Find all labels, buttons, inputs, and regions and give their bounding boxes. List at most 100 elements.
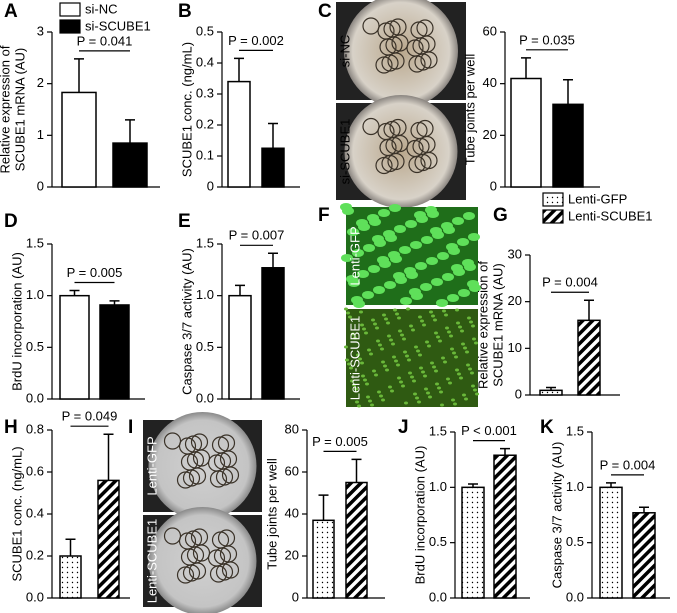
cell (420, 319, 424, 323)
y-tick-label: 20 (508, 293, 522, 308)
cell (366, 395, 370, 399)
cell (423, 374, 427, 378)
cell (457, 372, 461, 376)
cell (382, 313, 386, 317)
cell (395, 312, 399, 316)
bar (61, 91, 97, 188)
cell (461, 342, 465, 346)
y-tick-label: 0 (490, 178, 497, 193)
cell (453, 268, 465, 276)
cell (464, 263, 476, 271)
cell (441, 356, 445, 360)
cell (353, 300, 365, 308)
cell (438, 339, 442, 343)
cell (372, 369, 376, 373)
y-tick-label: 0 (292, 589, 299, 604)
p-value: P = 0.035 (519, 32, 575, 47)
cell (421, 370, 425, 374)
bar (461, 486, 485, 599)
y-tick-label: 0.0 (429, 589, 447, 604)
cell (364, 331, 368, 335)
legend-swatch (59, 19, 81, 34)
y-tick-label: 0.0 (196, 390, 214, 405)
cell (448, 381, 452, 385)
tube (377, 122, 395, 141)
bar (261, 147, 285, 188)
panel-letter: J (398, 417, 409, 438)
well (344, 0, 458, 108)
cell (432, 365, 436, 369)
error-bar (268, 122, 278, 149)
y-axis-label: Tube joints per well (462, 54, 477, 166)
bar (493, 454, 517, 599)
cell (418, 353, 422, 357)
cell (369, 352, 373, 356)
cell (446, 377, 450, 381)
error-bar (584, 299, 594, 321)
cell (447, 330, 451, 334)
cell (407, 358, 411, 362)
bar (345, 481, 368, 599)
tube (410, 21, 428, 39)
image-label: Lenti-SCUBE1 (144, 519, 159, 604)
cell (427, 344, 431, 348)
cell (393, 308, 397, 312)
y-axis-label: Caspase 3/7 activity (AU) (179, 248, 194, 395)
cell (349, 366, 353, 370)
cell (357, 270, 369, 278)
cell (471, 324, 475, 328)
tube (163, 527, 182, 545)
tube (176, 471, 195, 489)
cell (456, 321, 460, 325)
cell (341, 254, 353, 262)
cell (448, 247, 460, 255)
cell (426, 257, 438, 265)
cell (437, 386, 441, 390)
panel-letter: D (4, 211, 18, 232)
y-axis-label: Tube joints per well (264, 458, 279, 570)
cell (422, 323, 426, 327)
cell (344, 307, 348, 311)
y-axis-label: SCUBE1 mRNA (AU) (490, 263, 505, 387)
cell (347, 362, 351, 366)
cell (350, 379, 354, 383)
tube (375, 56, 393, 74)
cell (445, 326, 449, 330)
bar (99, 304, 130, 400)
y-tick-label: 0.3 (196, 85, 214, 100)
cell (351, 332, 355, 336)
cell (370, 403, 374, 407)
cell (416, 349, 420, 353)
cell (368, 399, 372, 403)
y-tick-label: 0.5 (196, 339, 214, 354)
cell (396, 363, 400, 367)
cell (406, 271, 418, 279)
cell (360, 323, 364, 327)
cell (416, 215, 428, 223)
cell (471, 384, 475, 388)
cell (450, 347, 454, 351)
y-tick-label: 1.0 (429, 479, 447, 494)
cell (358, 223, 370, 231)
y-tick-label: 60 (483, 23, 497, 38)
p-value: P < 0.001 (461, 423, 517, 438)
cell (462, 393, 466, 397)
y-tick-label: 1.5 (196, 235, 214, 250)
cell (410, 241, 422, 249)
cell (417, 400, 421, 404)
cell (414, 345, 418, 349)
cell (432, 231, 444, 239)
error-bar (69, 289, 80, 296)
cell (426, 391, 430, 395)
image-label: Lenti-GFP (347, 226, 362, 285)
y-tick-label: 0 (37, 178, 44, 193)
bar (510, 77, 542, 188)
y-tick-label: 0 (515, 386, 522, 401)
cell (413, 392, 417, 396)
tube (163, 432, 182, 450)
y-tick-label: 80 (285, 421, 299, 436)
cell (475, 392, 479, 396)
cell (421, 236, 433, 244)
legend-swatch (59, 2, 81, 17)
